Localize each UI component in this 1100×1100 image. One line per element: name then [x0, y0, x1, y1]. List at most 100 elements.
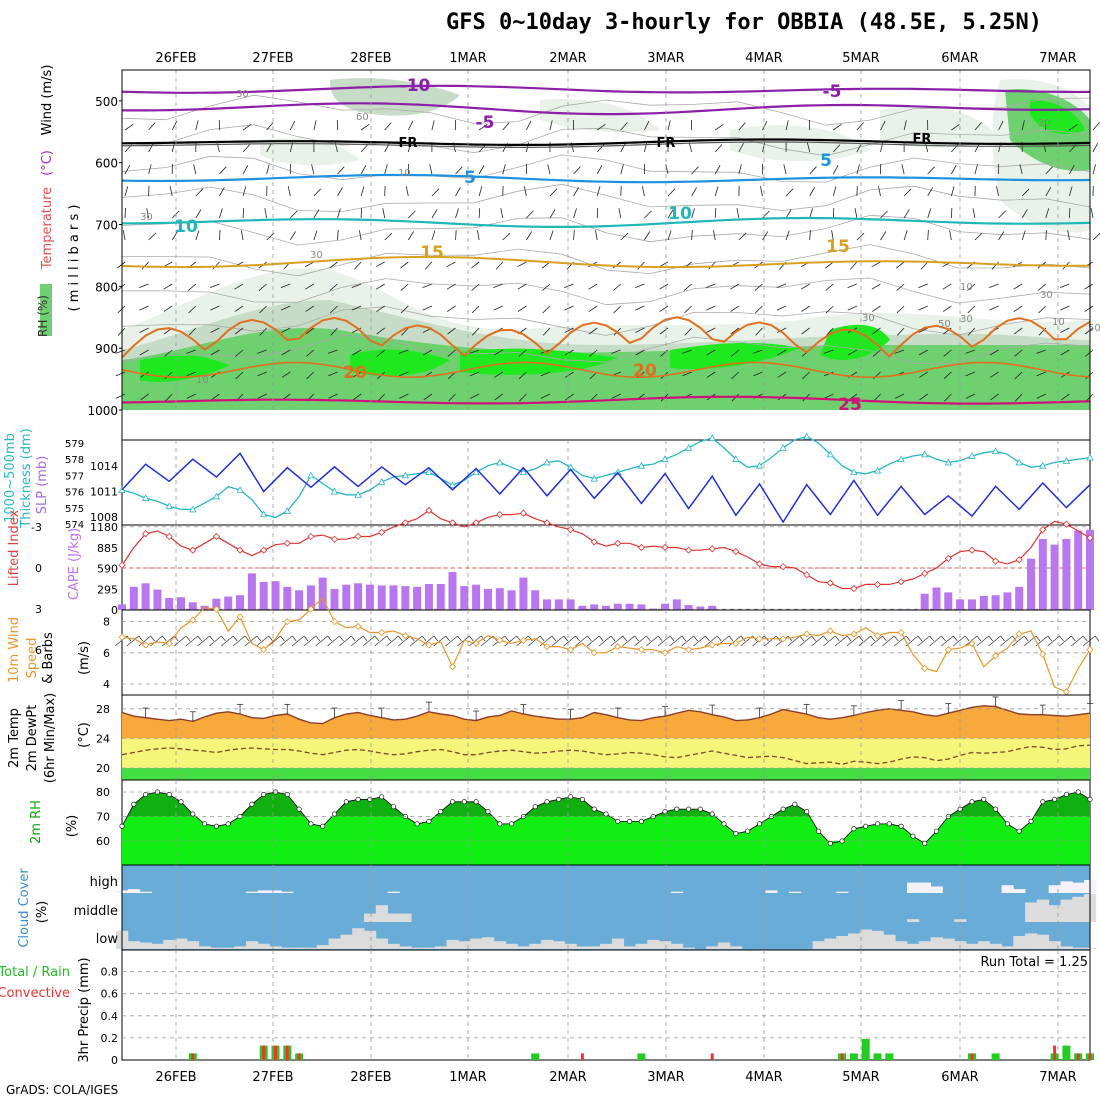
cape-bar: [141, 583, 150, 610]
wind-barb: [471, 261, 480, 269]
lifted-index-point: [307, 532, 315, 541]
wind-10m-barb: [941, 635, 946, 642]
wind-barb: [989, 305, 999, 311]
cloud-unit-label: (%): [35, 901, 50, 924]
wind-barb: [683, 283, 692, 291]
cloud-high-bar: [1013, 889, 1026, 893]
cloud-low-bar: [529, 943, 542, 949]
wind-barb: [446, 261, 456, 268]
wind-barb: [116, 261, 126, 269]
cloud-low-bar: [411, 947, 424, 949]
wind-10m-barb: [835, 635, 840, 642]
wind-speed-point: [968, 639, 976, 648]
wind-barb: [478, 144, 487, 153]
wind-barb: [519, 393, 527, 402]
cape-bar: [956, 599, 965, 610]
wind-barb: [549, 120, 553, 131]
wind-barb: [330, 327, 338, 336]
wind-speed-point: [991, 652, 1000, 660]
wind-barb: [518, 371, 527, 380]
precip-axis-label: 3hr Precip (mm): [77, 957, 92, 1062]
top-date-label: 26FEB: [155, 51, 196, 66]
wind-barb: [998, 120, 1004, 131]
wind-10m-barb: [126, 635, 140, 647]
wind-barb: [641, 186, 645, 197]
wind-10m-barb: [350, 635, 364, 647]
cape-tick-label: 885: [97, 542, 118, 555]
wind-10m-barb: [150, 635, 155, 642]
wind-10m-barb: [646, 635, 651, 642]
wind-barb: [234, 327, 244, 335]
cape-bar: [177, 597, 185, 610]
cloud-middle-label: middle: [74, 904, 118, 919]
wind-barb: [354, 261, 362, 270]
wind-barb: [195, 230, 200, 241]
credit-footer: GrADS: COLA/IGES: [6, 1083, 119, 1097]
wind-barb: [691, 229, 693, 241]
rh-shading: [1030, 100, 1085, 135]
rh2m-point: [910, 833, 916, 839]
cape-bar: [436, 584, 445, 610]
wind-speed-point: [944, 646, 952, 654]
wind-barb: [1085, 349, 1094, 357]
wind-barb: [826, 327, 834, 336]
cloud-low-bar: [293, 947, 306, 949]
wind-barb: [1090, 208, 1094, 219]
wind-barb: [1060, 349, 1070, 356]
top-date-label: 5MAR: [842, 51, 879, 66]
wind-barb: [564, 349, 574, 356]
wind-barb: [634, 283, 645, 288]
wind-barb: [824, 393, 834, 399]
wind-speed-point: [779, 635, 787, 643]
wind-speed-point: [897, 628, 905, 637]
cape-bar: [188, 602, 197, 610]
wind-barb: [809, 187, 816, 197]
thickness-point: [165, 502, 173, 510]
wind-barb: [942, 305, 952, 312]
isotherm-label: FR: [913, 132, 932, 147]
rh2m-point: [674, 806, 680, 812]
thickness-point: [991, 447, 1000, 454]
rh2m-point: [568, 794, 574, 800]
wind-barb: [1045, 229, 1047, 241]
wind-barb: [644, 210, 652, 219]
rh2m-point: [615, 818, 621, 824]
thickness-point: [897, 455, 905, 463]
cloud-low-bar: [541, 939, 554, 949]
temperature-line: [121, 705, 1091, 725]
wind-10m-barb: [303, 635, 317, 647]
wind-barb: [754, 283, 763, 291]
wind-barb: [589, 349, 598, 357]
wind-10m-barb: [527, 635, 541, 647]
page-title: GFS 0~10day 3-hourly for OBBIA (48.5E, 5…: [446, 10, 1043, 35]
thickness-point: [732, 455, 740, 463]
cape-bar: [306, 585, 315, 610]
wind-barb: [169, 186, 173, 197]
wind-barb: [871, 305, 881, 312]
wind-barb: [950, 165, 957, 175]
rh2m-point: [792, 801, 798, 807]
wind-barb: [471, 283, 480, 291]
wind-tick-label: 4: [103, 678, 110, 691]
thickness-point: [1039, 461, 1047, 469]
rh2m-point: [119, 823, 125, 829]
cloud-low-bar: [966, 943, 979, 949]
lifted-index-point: [779, 563, 787, 571]
wind-barb: [635, 349, 645, 356]
cape-bar: [1062, 539, 1071, 610]
wind-barb: [540, 393, 551, 399]
wind-10m-barb: [539, 635, 545, 642]
wind-barb: [1021, 120, 1025, 131]
rh-contour: [121, 244, 1091, 277]
wind-10m-barb: [303, 635, 309, 642]
thickness-point: [661, 455, 669, 463]
wind-10m-barb: [469, 635, 474, 642]
rh2m-point: [638, 818, 644, 824]
cloud-low-bar: [730, 946, 743, 949]
wind-barb: [264, 208, 268, 219]
wind-barb: [688, 142, 693, 153]
wind-barb: [927, 166, 935, 175]
wind-barb: [965, 349, 976, 354]
cape-bar: [1086, 529, 1094, 610]
rh2m-axis-label: 2m RH: [29, 800, 44, 844]
